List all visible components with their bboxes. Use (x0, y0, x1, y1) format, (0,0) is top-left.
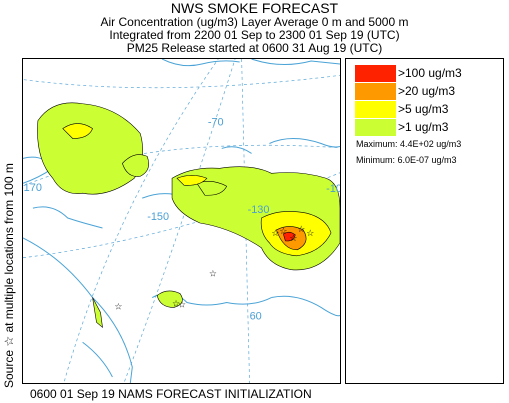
lon-label-100: -100 (326, 183, 341, 195)
lon-label-170: -170 (22, 182, 42, 194)
subtitle-integration: Integrated from 2200 01 Sep to 2300 01 S… (109, 28, 400, 42)
source-star-icon: ☆ (209, 269, 217, 279)
source-star-icon: ☆ (279, 226, 287, 236)
source-side-label: Source ☆ at multiple locations from 100 … (0, 58, 18, 390)
longitude-labels: -170 -150 -70 -130 -100 60 (22, 117, 341, 323)
source-star-icon: ☆ (114, 301, 122, 311)
smoke-map: ☆☆☆☆☆☆☆☆☆ -170 -150 -70 -130 -100 60 (22, 58, 341, 384)
side-label-text: Source ☆ at multiple locations from 100 … (2, 163, 16, 388)
source-star-icon: ☆ (172, 298, 180, 308)
lon-label-70: -70 (208, 117, 224, 129)
legend-item: >5 ug/m3 (355, 101, 495, 118)
forecast-initialization: 0600 01 Sep 19 NAMS FORECAST INITIALIZAT… (30, 387, 312, 401)
subtitle-release: PM25 Release started at 0600 31 Aug 19 (… (126, 41, 383, 55)
source-star-icon: ☆ (297, 224, 305, 234)
lat-label-60: 60 (250, 310, 262, 322)
legend-label: >5 ug/m3 (398, 102, 449, 116)
legend-label: >20 ug/m3 (398, 84, 456, 98)
legend-item: >100 ug/m3 (355, 65, 495, 82)
source-star-icon: ☆ (271, 228, 279, 238)
lon-label-150: -150 (147, 211, 169, 223)
subtitle-concentration: Air Concentration (ug/m3) Layer Average … (100, 15, 409, 29)
legend-item: >20 ug/m3 (355, 83, 495, 100)
legend-swatch-red (355, 65, 396, 82)
maximum-value: Maximum: 4.4E+02 ug/m3 (356, 139, 462, 149)
legend-label: >100 ug/m3 (398, 66, 462, 80)
source-star-icon: ☆ (178, 299, 186, 309)
legend-label: >1 ug/m3 (398, 120, 449, 134)
source-star-icon: ☆ (306, 228, 314, 238)
legend-item: >1 ug/m3 (355, 119, 495, 136)
legend-swatch-yellow (355, 101, 396, 118)
lon-label-130: -130 (248, 204, 270, 216)
source-star-icon: ☆ (289, 233, 297, 243)
minimum-value: Minimum: 6.0E-07 ug/m3 (356, 155, 457, 165)
smoke-area-red (283, 231, 296, 242)
source-markers: ☆ ☆☆☆☆ ☆☆☆ ☆ (114, 224, 314, 312)
map-title: NWS SMOKE FORECAST (170, 0, 339, 16)
legend-panel: >100 ug/m3 >20 ug/m3 >5 ug/m3 >1 ug/m3 M… (345, 58, 504, 384)
legend-swatch-lightgreen (355, 119, 396, 136)
legend-swatch-orange (355, 83, 396, 100)
